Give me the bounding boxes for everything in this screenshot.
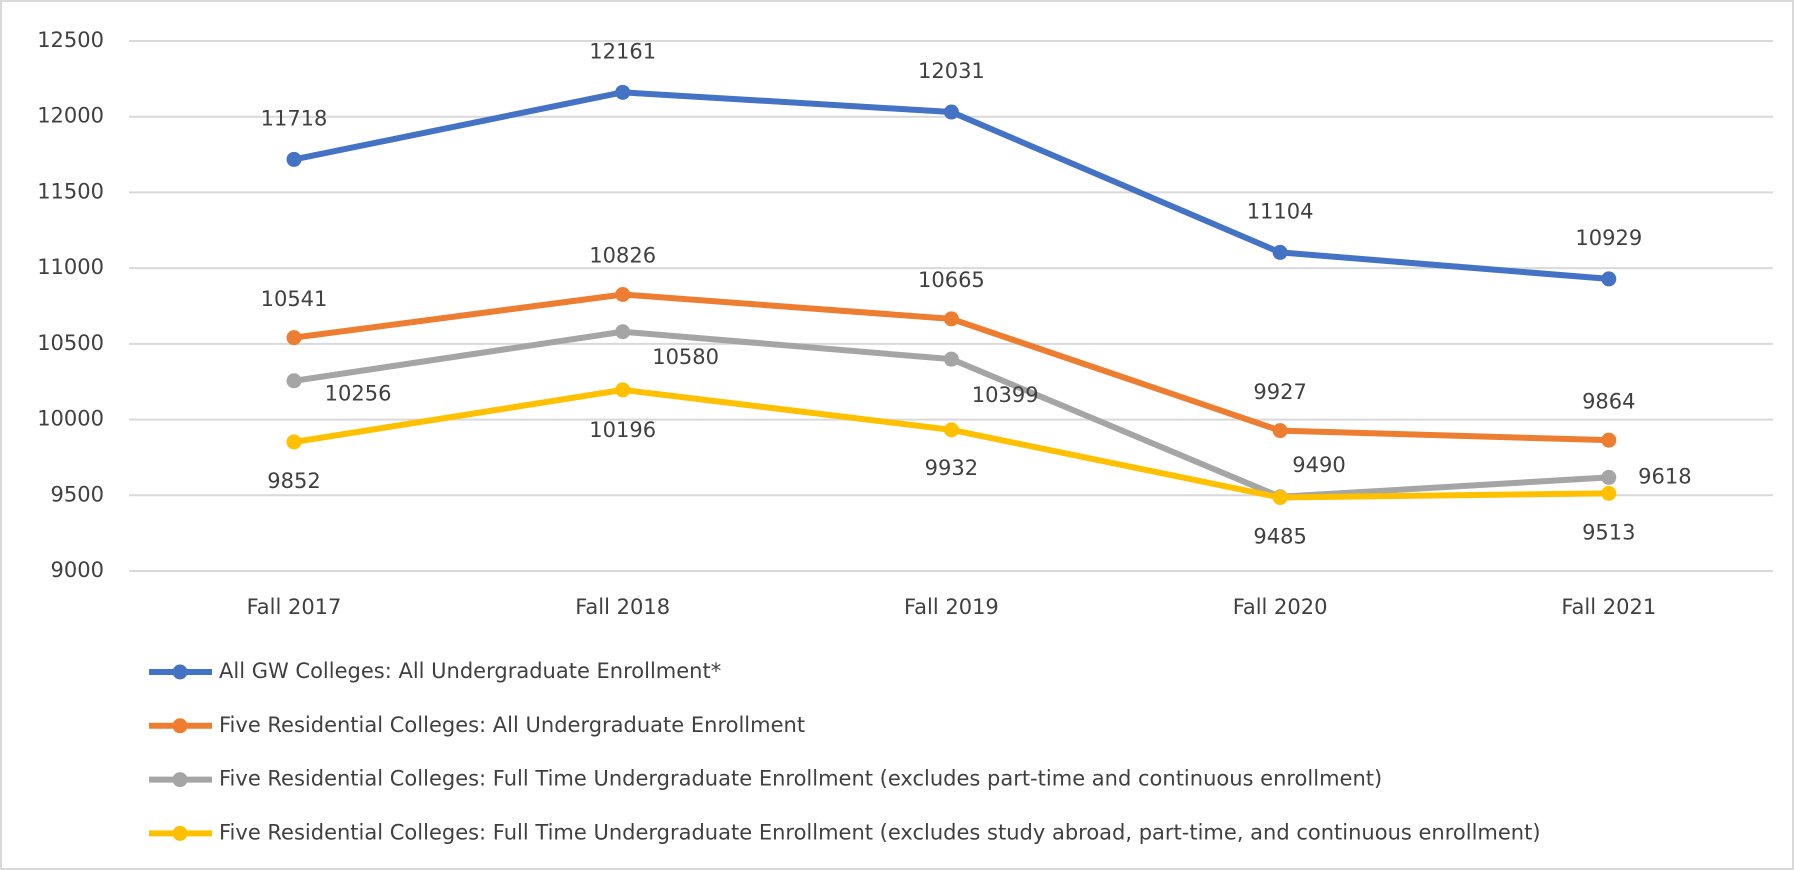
data-point	[1601, 271, 1617, 287]
data-label: 12161	[589, 39, 656, 63]
y-tick-label: 11000	[37, 255, 104, 279]
y-tick-label: 9500	[51, 482, 104, 506]
data-label: 9852	[267, 469, 320, 493]
data-label: 9864	[1582, 389, 1635, 413]
x-tick-label: Fall 2017	[247, 595, 342, 619]
data-label: 9618	[1638, 464, 1691, 488]
legend-marker	[172, 772, 188, 788]
data-point	[943, 104, 959, 120]
data-label: 10399	[972, 383, 1039, 407]
data-label: 9513	[1582, 520, 1635, 544]
data-point	[943, 351, 959, 367]
data-label: 10196	[589, 418, 656, 442]
data-point	[1272, 244, 1288, 260]
data-point	[615, 84, 631, 100]
data-point	[286, 330, 302, 346]
data-point	[286, 434, 302, 450]
x-tick-label: Fall 2021	[1561, 595, 1656, 619]
legend-marker	[172, 825, 188, 841]
data-point	[1601, 469, 1617, 485]
y-tick-label: 9000	[51, 558, 104, 582]
data-point	[615, 324, 631, 340]
legend-label: Five Residential Colleges: Full Time Und…	[219, 820, 1541, 844]
data-label: 9485	[1253, 525, 1306, 549]
legend-label: Five Residential Colleges: All Undergrad…	[219, 713, 805, 737]
data-point	[1272, 490, 1288, 506]
data-label: 10665	[918, 268, 985, 292]
data-point	[615, 382, 631, 398]
x-tick-label: Fall 2019	[904, 595, 999, 619]
data-point	[615, 286, 631, 302]
data-label: 9932	[925, 456, 978, 480]
data-label: 10929	[1575, 226, 1642, 250]
legend-label: All GW Colleges: All Undergraduate Enrol…	[219, 659, 721, 683]
y-tick-label: 10000	[37, 407, 104, 431]
data-label: 10256	[325, 382, 392, 406]
legend-marker	[172, 664, 188, 680]
data-point	[1601, 485, 1617, 501]
x-tick-label: Fall 2020	[1233, 595, 1328, 619]
data-point	[1601, 432, 1617, 448]
y-tick-label: 10500	[37, 331, 104, 355]
data-label: 11104	[1247, 199, 1314, 223]
y-tick-label: 12500	[37, 28, 104, 52]
legend-label: Five Residential Colleges: Full Time Und…	[219, 767, 1382, 791]
data-label: 10541	[261, 287, 328, 311]
data-point	[943, 311, 959, 327]
data-point	[1272, 423, 1288, 439]
data-point	[286, 373, 302, 389]
legend-marker	[172, 718, 188, 734]
data-label: 10826	[589, 244, 656, 268]
y-tick-label: 12000	[37, 104, 104, 128]
data-point	[286, 151, 302, 167]
data-label: 11718	[261, 106, 328, 130]
x-tick-label: Fall 2018	[575, 595, 670, 619]
data-label: 12031	[918, 59, 985, 83]
data-label: 9927	[1253, 380, 1306, 404]
data-label: 10580	[652, 345, 719, 369]
y-tick-label: 11500	[37, 179, 104, 203]
data-label: 9490	[1292, 453, 1345, 477]
data-point	[943, 422, 959, 438]
